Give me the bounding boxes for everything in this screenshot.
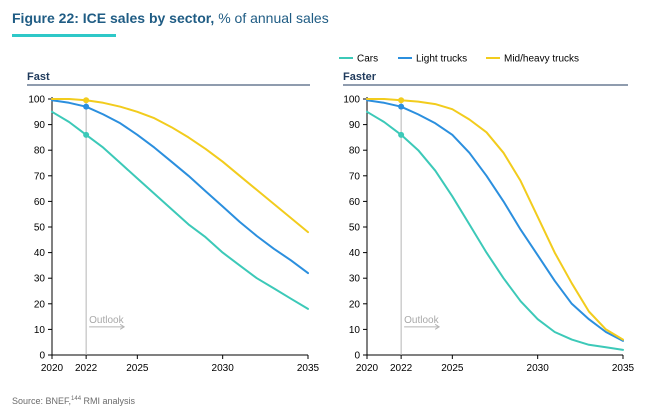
panel-1-y-tick-label-100: 100	[28, 95, 45, 106]
panel-1-title: Fast	[27, 71, 50, 83]
source-text: Source: BNEF,	[12, 396, 72, 406]
panel-1-series-light-trucks	[51, 99, 309, 275]
panel-1-y-tick-label-90: 90	[34, 120, 46, 131]
panel-2-y-tick-label-20: 20	[349, 299, 361, 310]
panel-1-y-tick-label-10: 10	[34, 325, 46, 336]
panel-1-y-tick-label-40: 40	[34, 248, 46, 259]
panel-1-y-tick-label-20: 20	[34, 299, 46, 310]
panel-2-x-tick-label-2030: 2030	[527, 363, 550, 374]
panel-2-y-tick-label-50: 50	[349, 223, 361, 234]
title-accent-rule	[12, 34, 116, 37]
panel-1-y-tick-label-70: 70	[34, 171, 46, 182]
panel-1-x-tick-label-2022: 2022	[75, 363, 98, 374]
panel-1-y-tick-label-30: 30	[34, 274, 46, 285]
figure-title-rest: % of annual sales	[214, 10, 329, 26]
panel-2-series-cars	[366, 110, 624, 351]
panel-1-series-cars	[51, 110, 309, 310]
panel-2-y-tick-label-90: 90	[349, 120, 361, 131]
panel-2-x-tick-label-2022: 2022	[390, 363, 413, 374]
panel-2-y-tick-label-100: 100	[343, 95, 360, 106]
panel-2-y-tick-label-10: 10	[349, 325, 361, 336]
panel-1-y-tick-label-80: 80	[34, 146, 46, 157]
panel-1-outlook-label: Outlook	[89, 315, 124, 326]
source-superscript: 144	[71, 396, 82, 402]
panel-2-y-tick-label-70: 70	[349, 171, 361, 182]
panel-1-x-tick-label-2020: 2020	[41, 363, 64, 374]
panel-2-marker-2022-cars	[398, 131, 405, 138]
panel-1-series-mid-heavy-trucks	[51, 98, 309, 234]
panel-1-x-tick-label-2030: 2030	[212, 363, 235, 374]
panel-2-x-tick-label-2025: 2025	[441, 363, 464, 374]
panel-2-title: Faster	[343, 71, 377, 83]
panel-1-marker-2022-mid-heavy-trucks	[83, 97, 90, 104]
panel-1-x-tick-label-2035: 2035	[297, 363, 320, 374]
panel-2-y-tick-label-80: 80	[349, 146, 361, 157]
panel-1-y-tick-label-0: 0	[39, 351, 45, 362]
panel-2-marker-2022-mid-heavy-trucks	[398, 97, 405, 104]
panel-1-y-tick-label-50: 50	[34, 223, 46, 234]
legend-label-mid-heavy-trucks: Mid/heavy trucks	[504, 54, 579, 65]
figure-title: Figure 22: ICE sales by sector, % of ann…	[12, 10, 329, 26]
panel-2-outlook-label: Outlook	[404, 315, 439, 326]
panel-1-x-tick-label-2025: 2025	[126, 363, 149, 374]
panel-2-series-light-trucks	[366, 99, 624, 342]
panel-2-y-tick-label-60: 60	[349, 197, 361, 208]
panel-1-y-tick-label-60: 60	[34, 197, 46, 208]
panel-2-y-tick-label-0: 0	[354, 351, 360, 362]
panel-2-y-tick-label-30: 30	[349, 274, 361, 285]
panel-2-series-mid-heavy-trucks	[366, 98, 624, 341]
panel-1-marker-2022-light-trucks	[83, 103, 90, 110]
panel-1-outlook-arrow-head	[119, 323, 126, 330]
figure-title-bold: Figure 22: ICE sales by sector,	[12, 10, 215, 26]
legend-label-light-trucks: Light trucks	[416, 54, 467, 65]
panel-2-outlook-arrow-head	[434, 323, 441, 330]
panel-2-x-tick-label-2020: 2020	[356, 363, 379, 374]
legend-label-cars: Cars	[357, 54, 378, 65]
panel-2-y-tick-label-40: 40	[349, 248, 361, 259]
panel-2-x-tick-label-2035: 2035	[612, 363, 635, 374]
source-tail: RMI analysis	[81, 396, 136, 406]
panel-1-marker-2022-cars	[83, 131, 90, 138]
source-note: Source: BNEF,144 RMI analysis	[12, 396, 135, 406]
panel-2-marker-2022-light-trucks	[398, 103, 405, 110]
